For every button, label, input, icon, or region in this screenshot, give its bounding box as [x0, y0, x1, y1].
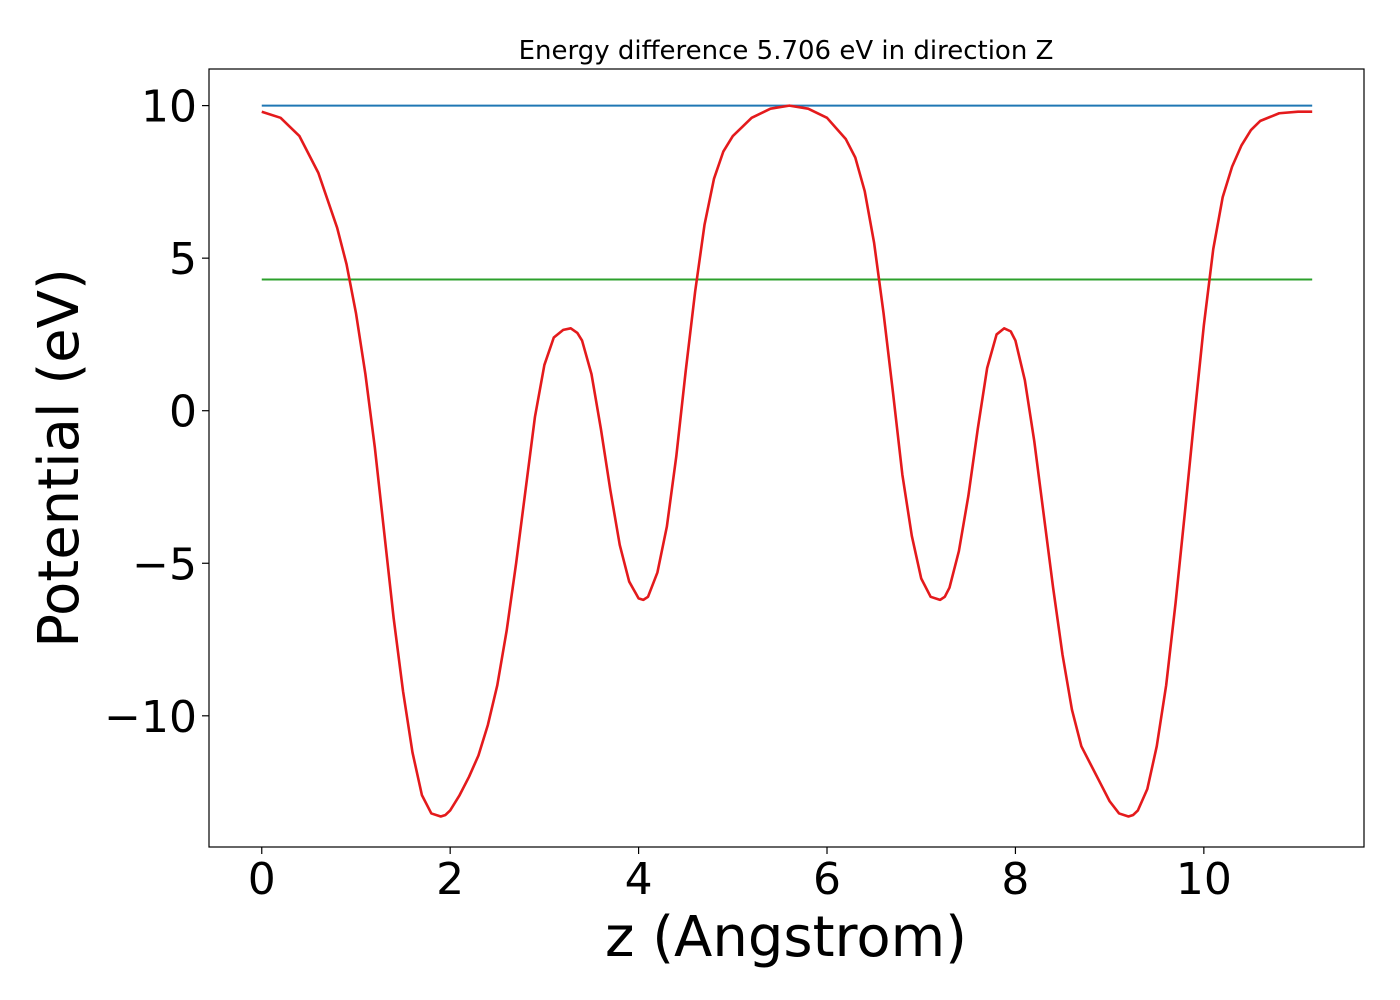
- x-tick-label-2: 4: [625, 854, 653, 905]
- plot-area: [208, 68, 1365, 848]
- series-line-2: [261, 104, 1313, 818]
- y-axis-label: Potential (eV): [27, 268, 92, 648]
- y-tick-label-3: −5: [132, 539, 197, 590]
- x-tick-label-1: 2: [436, 854, 464, 905]
- x-tick-label-5: 10: [1176, 854, 1232, 905]
- chart-title: Energy difference 5.706 eV in direction …: [519, 36, 1054, 66]
- y-tick-label-2: 0: [169, 387, 197, 438]
- y-tick-label-4: −10: [104, 692, 197, 743]
- y-tick-label-0: 10: [141, 82, 197, 133]
- x-tick-label-4: 8: [1001, 854, 1029, 905]
- y-tick-label-1: 5: [169, 234, 197, 285]
- y-axis: 10 5 0 −5 −10: [104, 82, 209, 743]
- x-axis-label: z (Angstrom): [605, 905, 967, 970]
- series-layer: [261, 104, 1313, 818]
- x-tick-label-0: 0: [248, 854, 276, 905]
- x-tick-label-3: 6: [813, 854, 841, 905]
- x-axis: 0 2 4 6 8 10: [248, 847, 1232, 905]
